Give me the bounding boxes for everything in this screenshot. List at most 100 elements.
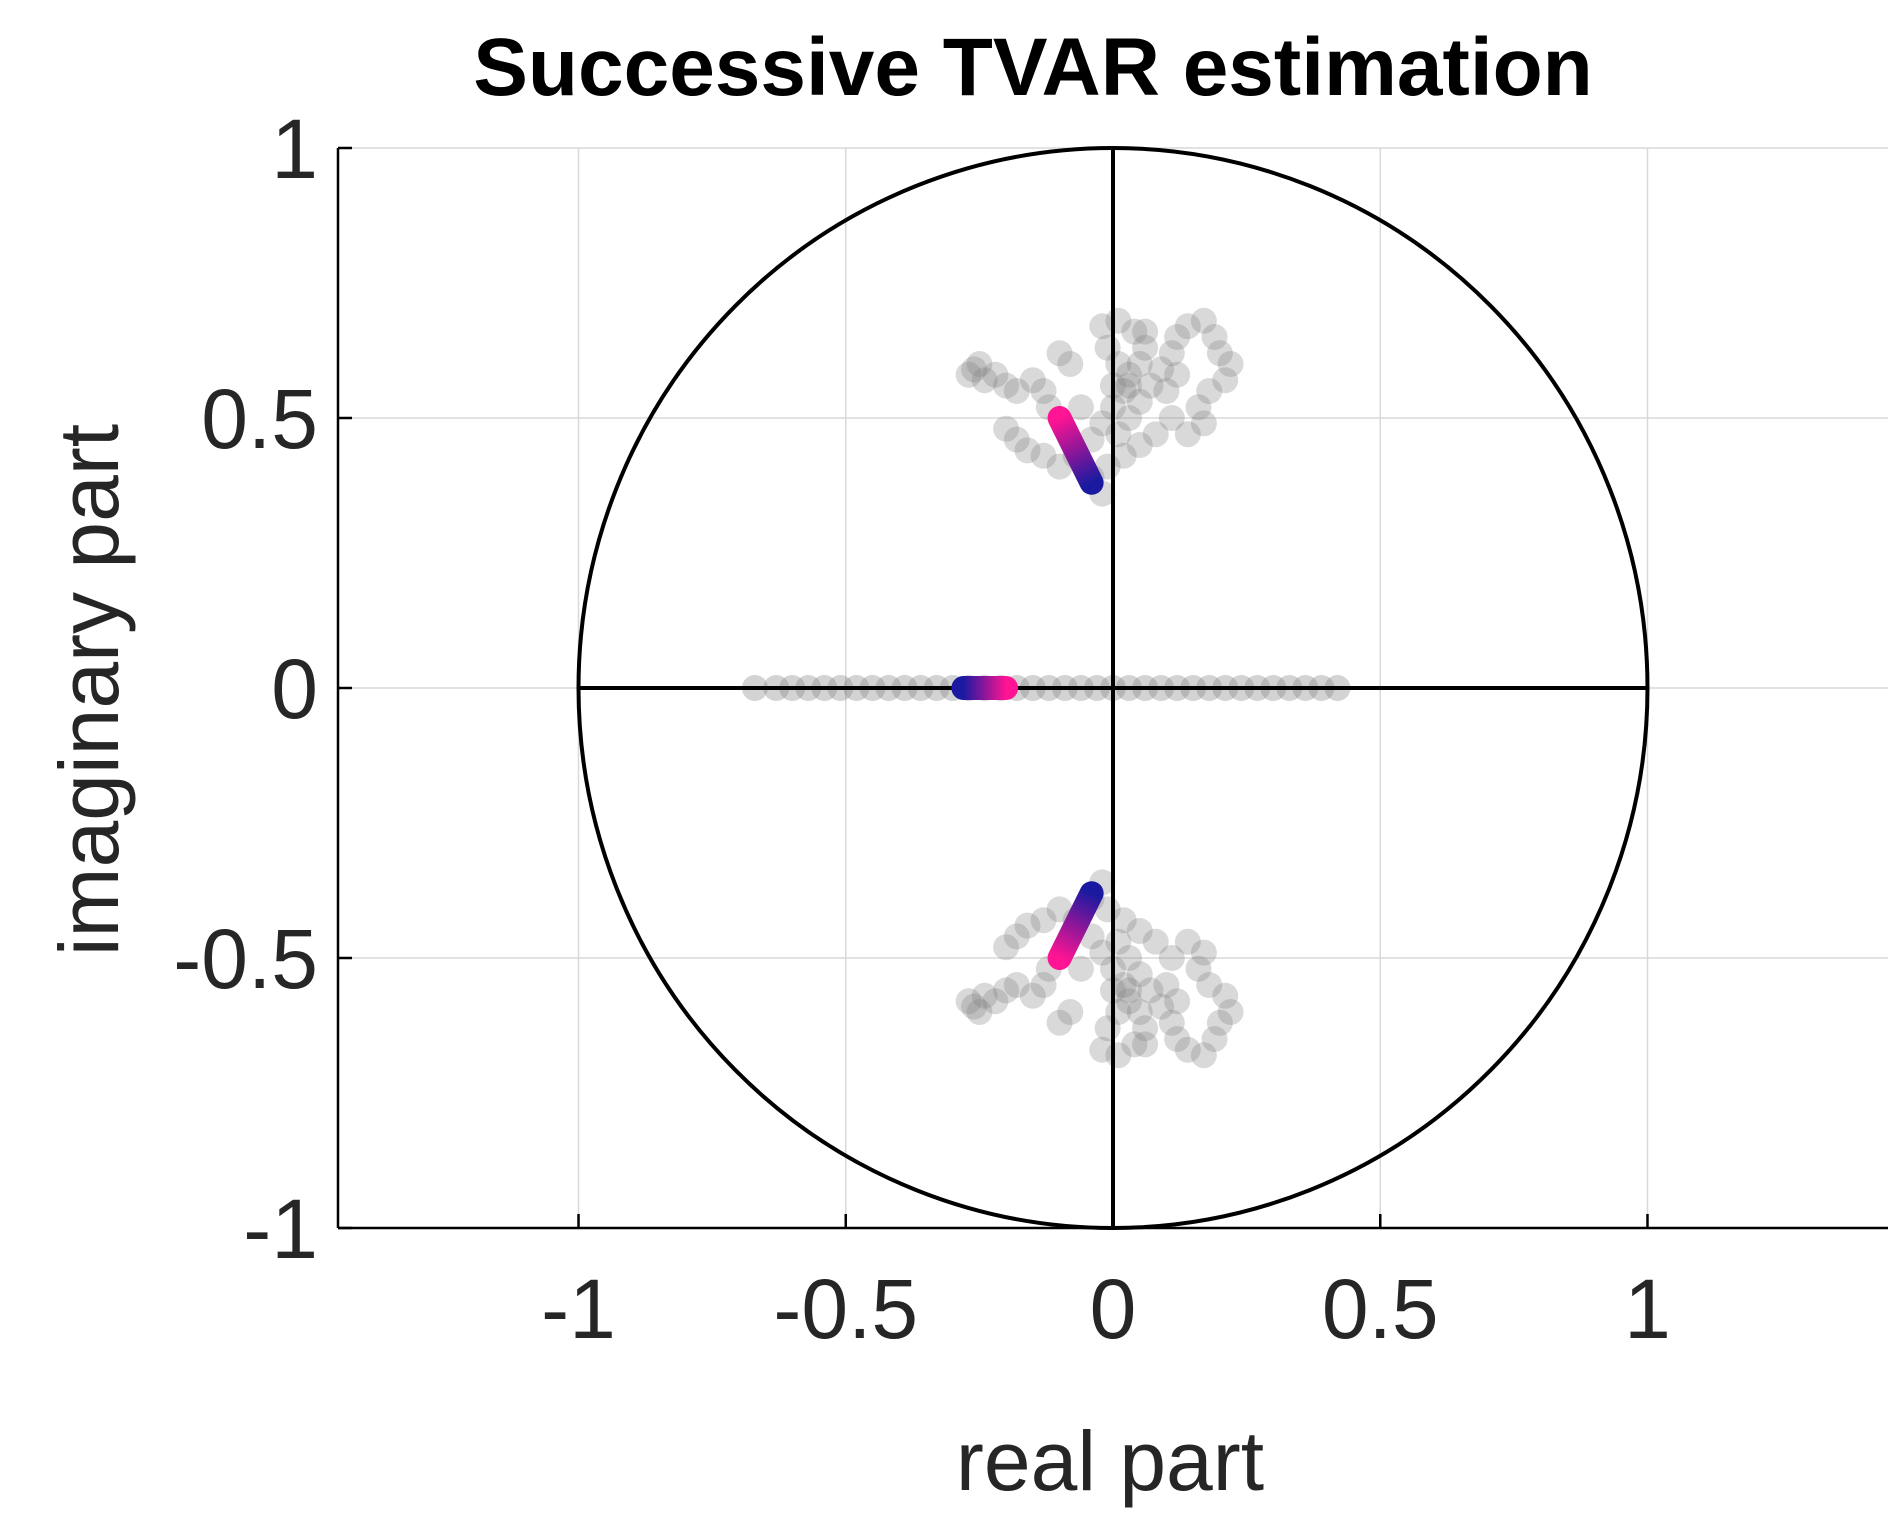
scatter-point bbox=[1116, 405, 1143, 431]
scatter-point bbox=[1110, 442, 1137, 469]
scatter-point bbox=[982, 361, 1009, 388]
scatter-point-conjugate bbox=[1137, 977, 1164, 1004]
scatter-point-conjugate bbox=[955, 988, 982, 1015]
scatter-point bbox=[1148, 356, 1175, 383]
scatter-point bbox=[1153, 378, 1180, 404]
scatter-point bbox=[1014, 437, 1041, 464]
y-tick-label: 0 bbox=[271, 642, 318, 736]
scatter-point bbox=[1126, 432, 1153, 458]
scatter-point bbox=[1126, 351, 1153, 377]
scatter-point-conjugate bbox=[1164, 1026, 1191, 1052]
scatter-point bbox=[1003, 426, 1030, 453]
scatter-point bbox=[1174, 313, 1201, 340]
scatter-point-conjugate bbox=[1003, 972, 1030, 998]
scatter-point bbox=[1067, 394, 1094, 421]
scatter-point-conjugate bbox=[961, 993, 988, 1020]
scatter-point bbox=[1190, 307, 1217, 334]
scatter-point bbox=[1206, 340, 1233, 367]
scatter-point-conjugate bbox=[1126, 999, 1153, 1025]
scatter-point-conjugate bbox=[1158, 1009, 1185, 1036]
chart-title: Successive TVAR estimation bbox=[473, 22, 1593, 113]
scatter-point bbox=[1030, 378, 1057, 404]
trajectory-line bbox=[1047, 881, 1104, 970]
y-axis-label: imaginary part bbox=[42, 424, 136, 956]
scatter-point bbox=[961, 356, 988, 383]
y-tick-label: -0.5 bbox=[173, 912, 318, 1006]
x-tick-label: 0 bbox=[1090, 1262, 1137, 1356]
scatter-point bbox=[1142, 421, 1169, 448]
scatter-point bbox=[955, 361, 982, 388]
scatter-point-conjugate bbox=[1196, 972, 1223, 998]
scatter-point bbox=[1003, 378, 1030, 404]
trajectories bbox=[951, 406, 1104, 970]
scatter-point-conjugate bbox=[1164, 988, 1191, 1015]
scatter-points bbox=[741, 307, 1351, 1069]
unit-circle-layer bbox=[576, 146, 1650, 1230]
scatter-point bbox=[1089, 313, 1116, 340]
scatter-point-conjugate bbox=[966, 999, 993, 1025]
scatter-point bbox=[1185, 394, 1212, 421]
scatter-point bbox=[1158, 340, 1185, 367]
scatter-point-conjugate bbox=[1132, 1031, 1159, 1058]
scatter-point-conjugate bbox=[1206, 1009, 1233, 1036]
y-tick-label: 0.5 bbox=[201, 372, 318, 466]
scatter-point bbox=[1174, 421, 1201, 448]
scatter-point-conjugate bbox=[1190, 1042, 1217, 1069]
scatter-point-conjugate bbox=[1014, 912, 1041, 939]
scatter-point-conjugate bbox=[1030, 907, 1057, 934]
scatter-point bbox=[1126, 388, 1153, 415]
scatter-point bbox=[1046, 340, 1073, 367]
scatter-point-conjugate bbox=[1212, 982, 1239, 1009]
scatter-point-conjugate bbox=[1116, 977, 1143, 1004]
scatter-point-conjugate bbox=[1046, 1009, 1073, 1036]
scatter-point-conjugate bbox=[971, 982, 998, 1009]
scatter-point-conjugate bbox=[1003, 923, 1030, 950]
scatter-point-conjugate bbox=[1057, 999, 1084, 1025]
x-tick-label: -0.5 bbox=[773, 1262, 918, 1356]
y-tick-labels: -1 -0.5 0 0.5 1 bbox=[173, 102, 318, 1276]
scatter-point bbox=[1110, 378, 1137, 404]
y-tick-label: 1 bbox=[271, 102, 318, 196]
scatter-point-conjugate bbox=[1126, 961, 1153, 988]
scatter-point-conjugate bbox=[1158, 945, 1185, 971]
scatter-point bbox=[1132, 318, 1159, 345]
scatter-point-conjugate bbox=[1132, 1015, 1159, 1042]
scatter-point bbox=[1116, 361, 1143, 388]
y-tick-label: -1 bbox=[243, 1182, 318, 1276]
scatter-point-conjugate bbox=[1174, 1036, 1201, 1063]
scatter-point-conjugate bbox=[1217, 999, 1244, 1025]
scatter-point-conjugate bbox=[1126, 918, 1153, 944]
scatter-point-conjugate bbox=[1019, 982, 1046, 1009]
scatter-point bbox=[1158, 405, 1185, 431]
x-tick-label: 0.5 bbox=[1322, 1262, 1439, 1356]
scatter-point-conjugate bbox=[1110, 972, 1137, 998]
scatter-point-conjugate bbox=[1142, 928, 1169, 955]
scatter-point bbox=[1137, 372, 1164, 399]
axes-frame bbox=[336, 146, 1888, 1230]
scatter-point bbox=[1212, 367, 1239, 394]
scatter-point-conjugate bbox=[1201, 1026, 1228, 1052]
scatter-point-conjugate bbox=[1185, 955, 1212, 982]
scatter-point-conjugate bbox=[1121, 1031, 1148, 1058]
scatter-point bbox=[1164, 324, 1191, 350]
scatter-point bbox=[1030, 442, 1057, 469]
scatter-point bbox=[1019, 367, 1046, 394]
scatter-point-conjugate bbox=[1116, 988, 1143, 1015]
scatter-point bbox=[1116, 372, 1143, 399]
scatter-point bbox=[993, 372, 1020, 399]
scatter-point-conjugate bbox=[1190, 939, 1217, 966]
scatter-point-conjugate bbox=[1148, 993, 1175, 1020]
trajectory-line bbox=[1047, 406, 1104, 495]
scatter-point-conjugate bbox=[1089, 1036, 1116, 1063]
scatter-point bbox=[1164, 361, 1191, 388]
scatter-point bbox=[1201, 324, 1228, 350]
scatter-point-conjugate bbox=[993, 977, 1020, 1004]
scatter-point-conjugate bbox=[1089, 939, 1116, 966]
scatter-point bbox=[1132, 334, 1159, 361]
scatter-point bbox=[1057, 351, 1084, 377]
scatter-point bbox=[1089, 410, 1116, 437]
scatter-point-conjugate bbox=[1067, 955, 1094, 982]
x-tick-labels: -1 -0.5 0 0.5 1 bbox=[541, 1262, 1671, 1356]
scatter-point-conjugate bbox=[993, 934, 1020, 961]
